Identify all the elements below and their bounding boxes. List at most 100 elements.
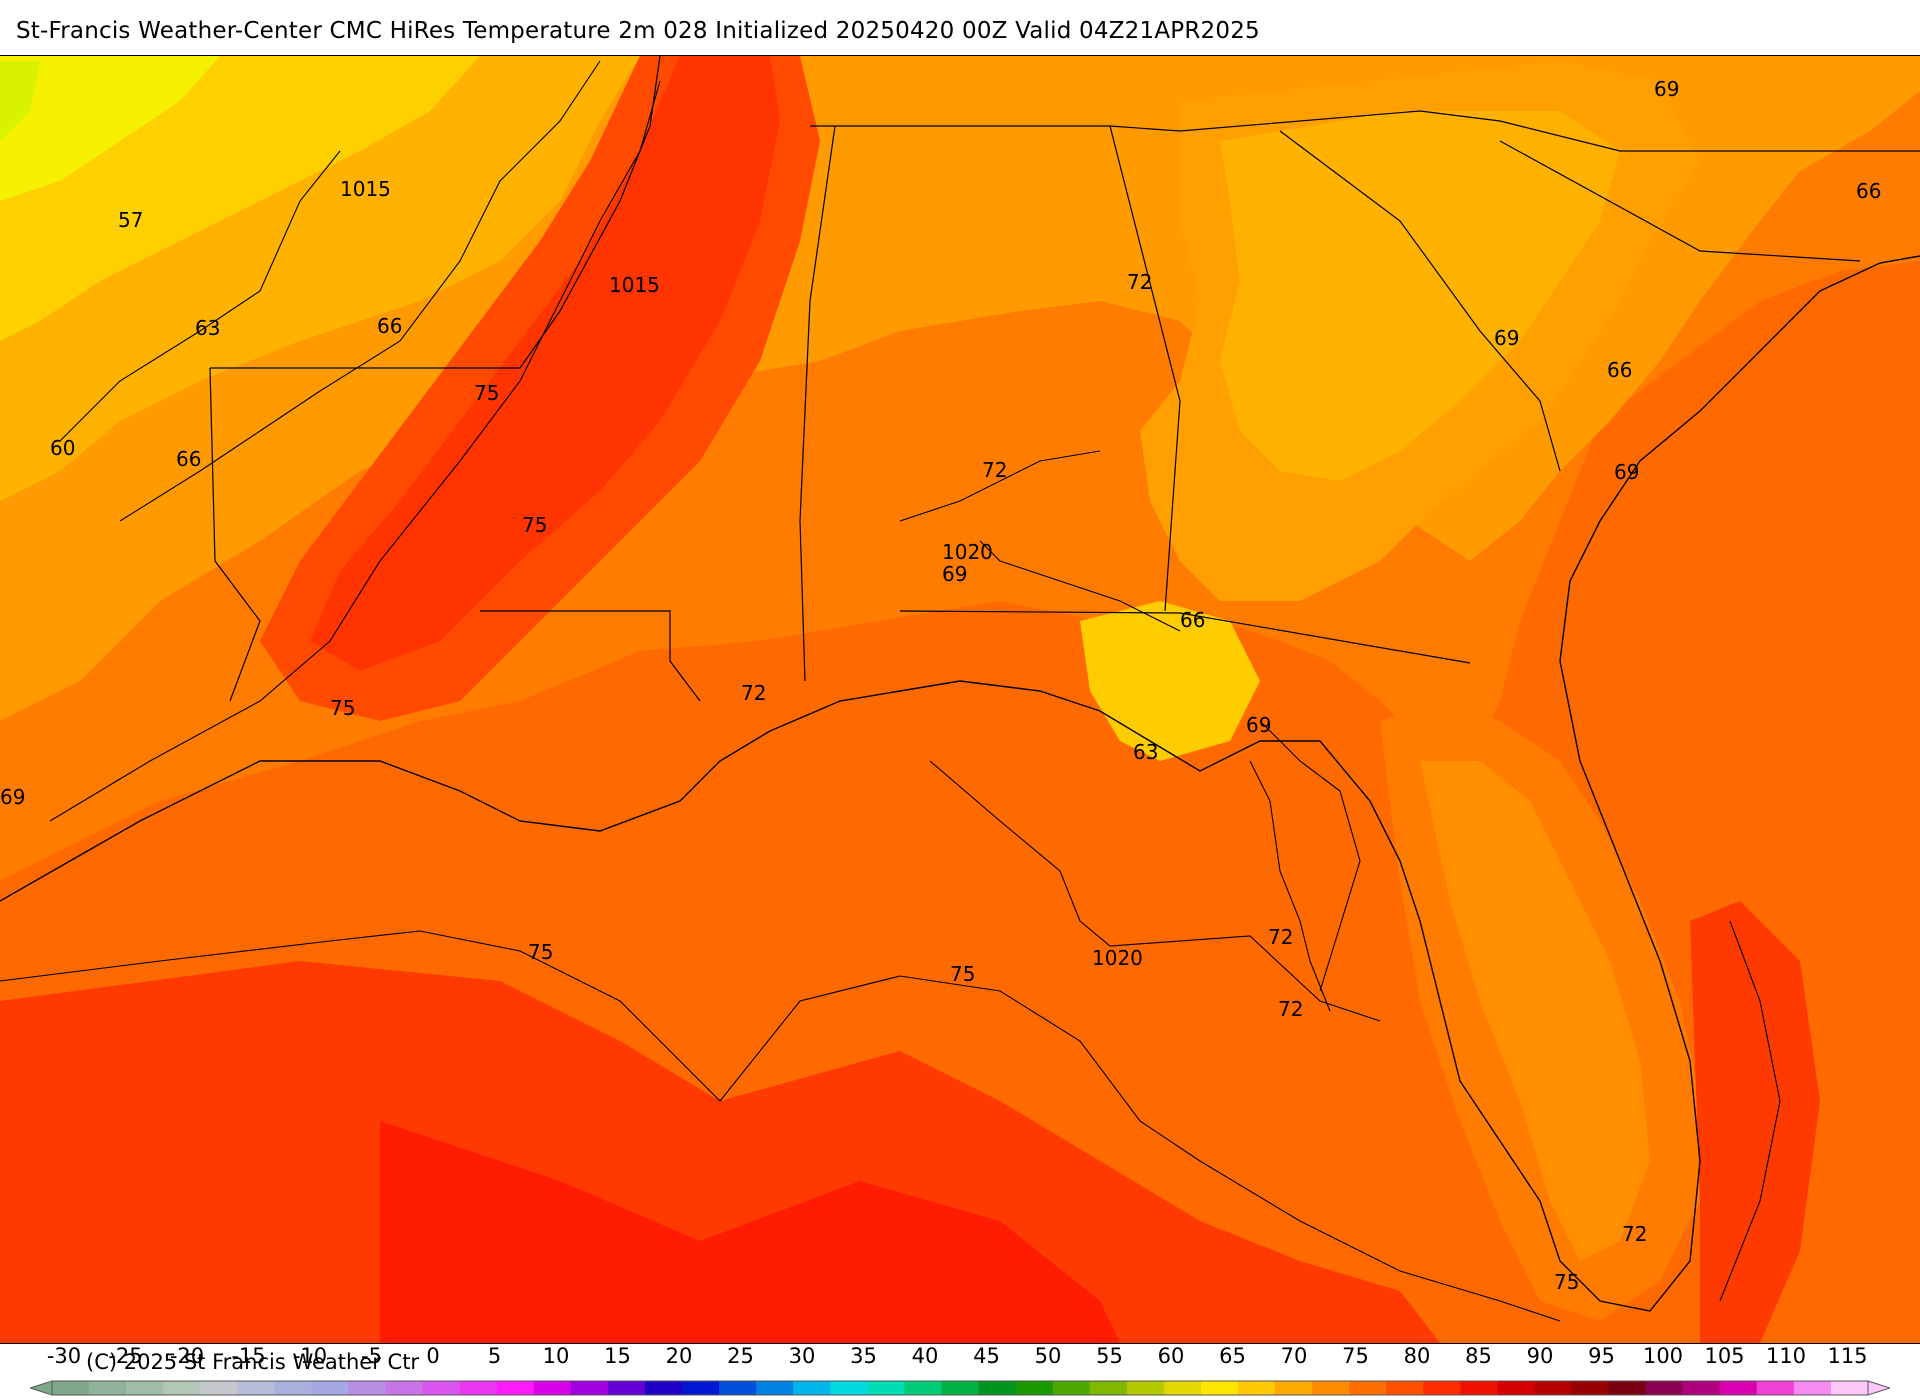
colorbar-tick-label: 70	[1280, 1344, 1308, 1368]
colorbar-swatch	[1756, 1381, 1795, 1395]
label-69b: 69	[1494, 326, 1519, 350]
colorbar-tick-label: 65	[1219, 1344, 1246, 1368]
colorbar-swatch	[1534, 1381, 1573, 1395]
label-66a: 66	[377, 314, 402, 338]
colorbar-swatch	[607, 1381, 646, 1395]
colorbar-right-arrow	[1867, 1380, 1890, 1396]
colorbar-tick-label: -20	[169, 1344, 205, 1368]
colorbar-swatch	[1312, 1381, 1350, 1395]
colorbar-swatch	[682, 1381, 720, 1395]
colorbar-tick-label: 25	[727, 1344, 754, 1368]
colorbar-tick-label: -5	[361, 1344, 382, 1368]
colorbar-swatch	[126, 1381, 164, 1395]
colorbar-swatch	[52, 1381, 90, 1395]
colorbar-swatch	[1237, 1381, 1276, 1395]
colorbar-swatch	[1200, 1381, 1239, 1395]
colorbar-tick-label: 90	[1526, 1344, 1554, 1368]
label-69d: 69	[942, 562, 967, 586]
colorbar-tick-label: 110	[1765, 1344, 1807, 1368]
colorbar-tick-label: 5	[487, 1344, 502, 1368]
colorbar-swatch	[348, 1381, 387, 1395]
map-title: St-Francis Weather-Center CMC HiRes Temp…	[16, 18, 1260, 44]
label-69c: 69	[1614, 460, 1639, 484]
label-66e: 66	[1180, 608, 1205, 632]
colorbar-swatch	[1163, 1381, 1202, 1395]
copyright-text: (C) 2025 St Francis Weather Ctr	[86, 1350, 420, 1374]
label-63: 63	[1133, 740, 1158, 764]
colorbar-swatch	[1608, 1381, 1647, 1395]
label-66c: 66	[1856, 179, 1881, 203]
label-60: 60	[50, 436, 75, 460]
colorbar	[30, 1380, 1890, 1396]
colorbar-tick-label: 20	[665, 1344, 693, 1368]
colorbar-tick-label: 100	[1642, 1344, 1684, 1368]
band-ms-78	[310, 56, 780, 671]
label-1020a: 1020	[942, 540, 993, 564]
colorbar-swatch	[1460, 1381, 1498, 1395]
colorbar-swatch	[867, 1381, 905, 1395]
temperature-map: 57 63 66 60 66 75 75 75 1015 1015 72 72 …	[0, 55, 1920, 1344]
colorbar-tick-label: 80	[1403, 1344, 1431, 1368]
label-72d: 72	[1268, 925, 1293, 949]
colorbar-swatch	[644, 1381, 683, 1395]
colorbar-tick-label: 45	[973, 1344, 1000, 1368]
colorbar-swatch	[1349, 1381, 1387, 1395]
band-54	[0, 61, 40, 141]
label-63: 63	[195, 316, 220, 340]
label-72e: 72	[1278, 997, 1303, 1021]
colorbar-swatch	[1719, 1381, 1758, 1395]
colorbar-tick-label: 15	[604, 1344, 631, 1368]
colorbar-tick-label: 0	[426, 1344, 440, 1368]
label-72f: 72	[1622, 1222, 1647, 1246]
colorbar-swatch	[1497, 1381, 1535, 1395]
colorbar-swatch	[1126, 1381, 1165, 1395]
colorbar-swatch	[163, 1381, 201, 1395]
label-75f: 75	[1554, 1270, 1579, 1294]
colorbar-swatch	[1052, 1381, 1091, 1395]
label-72c: 72	[741, 681, 766, 705]
colorbar-swatch	[756, 1381, 794, 1395]
label-66d: 66	[1607, 358, 1632, 382]
colorbar-swatch	[1275, 1381, 1313, 1395]
colorbar-swatch	[385, 1381, 424, 1395]
colorbar-tick-label: -10	[292, 1344, 328, 1368]
colorbar-swatch	[1386, 1381, 1424, 1395]
band-fl-69	[1420, 761, 1650, 1261]
colorbar-swatch	[237, 1381, 275, 1395]
band-se-66	[1220, 111, 1620, 481]
label-69f: 69	[0, 785, 25, 809]
label-72b: 72	[982, 458, 1007, 482]
colorbar-swatch	[719, 1381, 757, 1395]
colorbar-tick-label: 55	[1096, 1344, 1123, 1368]
colorbar-swatch	[1793, 1381, 1832, 1395]
colorbar-swatch	[570, 1381, 609, 1395]
colorbar-tick-label: 95	[1588, 1344, 1615, 1368]
label-75c: 75	[330, 696, 355, 720]
colorbar-swatch	[1682, 1381, 1721, 1395]
label-1015b: 1015	[609, 273, 660, 297]
contours	[0, 60, 1781, 1322]
state-boundaries	[209, 56, 1920, 702]
band-gulf-78	[0, 961, 1440, 1343]
colorbar-swatch	[459, 1381, 498, 1395]
colorbar-swatch	[1015, 1381, 1054, 1395]
colorbar-left-arrow	[30, 1380, 53, 1396]
colorbar-swatch	[422, 1381, 461, 1395]
label-75d: 75	[528, 940, 553, 964]
colorbar-swatch	[1645, 1381, 1684, 1395]
coastline	[0, 255, 1920, 1312]
label-57: 57	[118, 208, 143, 232]
band-atl-78	[1690, 901, 1820, 1343]
colorbar-tick-label: 60	[1157, 1344, 1185, 1368]
label-75b: 75	[522, 513, 547, 537]
colorbar-swatch	[496, 1381, 535, 1395]
label-1015a: 1015	[340, 177, 391, 201]
colorbar-swatch	[978, 1381, 1017, 1395]
colorbar-tick-label: 115	[1827, 1344, 1868, 1368]
colorbar-swatch	[200, 1381, 238, 1395]
colorbar-swatch	[311, 1381, 349, 1395]
color-scale-legend: -30 -25 -20 -15 -10 -5 0 5 10 15 20 25 30 35 40 45 50 55 6…	[0, 1342, 1920, 1400]
colorbar-tick-label: 10	[542, 1344, 570, 1368]
colorbar-swatch	[1423, 1381, 1461, 1395]
colorbar-swatch	[830, 1381, 868, 1395]
